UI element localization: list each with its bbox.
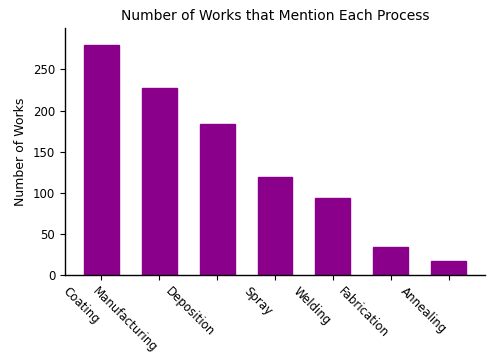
Bar <box>316 198 350 275</box>
Bar <box>431 261 466 275</box>
Bar <box>200 124 234 275</box>
Y-axis label: Number of Works: Number of Works <box>14 97 28 206</box>
Bar <box>142 88 176 275</box>
Bar <box>374 246 408 275</box>
Title: Number of Works that Mention Each Process: Number of Works that Mention Each Proces… <box>121 9 429 23</box>
Bar <box>84 45 119 275</box>
Bar <box>258 177 292 275</box>
